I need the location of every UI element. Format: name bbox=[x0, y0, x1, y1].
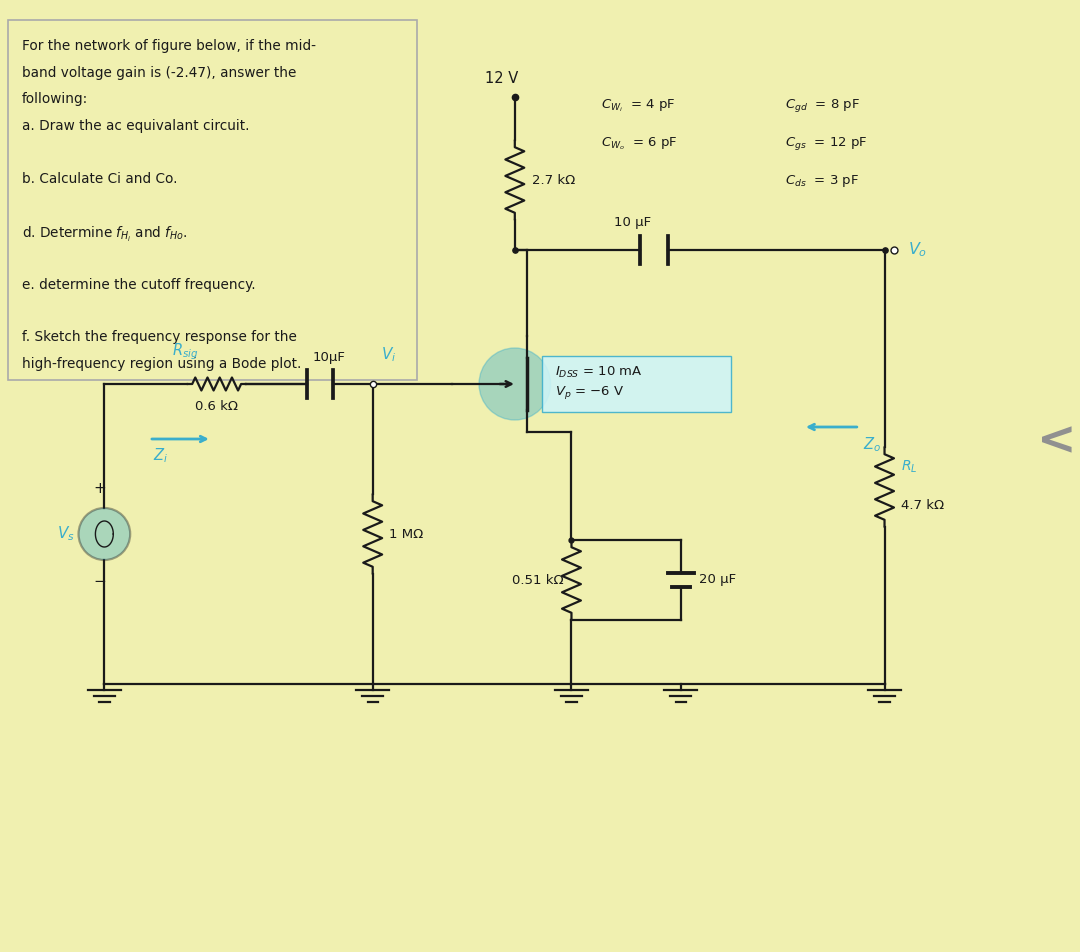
Text: $C_{W_i}$  = 4 pF: $C_{W_i}$ = 4 pF bbox=[602, 97, 676, 113]
Text: $\mathit{Z_o}$: $\mathit{Z_o}$ bbox=[863, 435, 881, 454]
Text: d. Determine $f_{H_i}$ and $f_{Ho}$.: d. Determine $f_{H_i}$ and $f_{Ho}$. bbox=[22, 225, 188, 244]
Text: following:: following: bbox=[22, 92, 89, 106]
Text: b. Calculate Ci and Co.: b. Calculate Ci and Co. bbox=[22, 171, 177, 186]
Text: 20 μF: 20 μF bbox=[699, 573, 735, 586]
Circle shape bbox=[79, 508, 131, 560]
Circle shape bbox=[480, 348, 551, 420]
Text: a. Draw the ac equivalant circuit.: a. Draw the ac equivalant circuit. bbox=[22, 118, 249, 132]
Text: 4.7 kΩ: 4.7 kΩ bbox=[902, 499, 945, 512]
Text: For the network of figure below, if the mid-: For the network of figure below, if the … bbox=[22, 39, 315, 53]
Text: $\mathit{Z_i}$: $\mathit{Z_i}$ bbox=[153, 446, 168, 465]
Text: 1 MΩ: 1 MΩ bbox=[389, 527, 423, 541]
Text: 12 V: 12 V bbox=[485, 71, 518, 86]
Text: 2.7 kΩ: 2.7 kΩ bbox=[531, 173, 575, 187]
Text: band voltage gain is (-2.47), answer the: band voltage gain is (-2.47), answer the bbox=[22, 66, 296, 80]
Text: 10 μF: 10 μF bbox=[615, 216, 651, 229]
Text: $C_{gd}$  = 8 pF: $C_{gd}$ = 8 pF bbox=[785, 97, 860, 114]
Text: $V_p$ = $-$6 V: $V_p$ = $-$6 V bbox=[554, 384, 624, 401]
Text: $C_{ds}$  = 3 pF: $C_{ds}$ = 3 pF bbox=[785, 173, 859, 189]
Text: $\mathit{V_i}$: $\mathit{V_i}$ bbox=[380, 346, 396, 364]
FancyBboxPatch shape bbox=[8, 20, 417, 380]
Text: 0.6 kΩ: 0.6 kΩ bbox=[194, 400, 238, 413]
Text: $R_{sig}$: $R_{sig}$ bbox=[172, 342, 199, 362]
FancyBboxPatch shape bbox=[542, 356, 731, 412]
Text: $\mathit{V_o}$: $\mathit{V_o}$ bbox=[908, 241, 928, 259]
Text: high-frequency region using a Bode plot.: high-frequency region using a Bode plot. bbox=[22, 357, 301, 371]
Text: $C_{W_o}$  = 6 pF: $C_{W_o}$ = 6 pF bbox=[602, 135, 678, 151]
Text: 0.51 kΩ: 0.51 kΩ bbox=[512, 573, 564, 586]
Text: $R_L$: $R_L$ bbox=[902, 459, 918, 475]
Text: e. determine the cutoff frequency.: e. determine the cutoff frequency. bbox=[22, 277, 256, 291]
Text: $\mathit{V_s}$: $\mathit{V_s}$ bbox=[57, 525, 75, 544]
Text: $C_{gs}$  = 12 pF: $C_{gs}$ = 12 pF bbox=[785, 135, 867, 152]
Text: +: + bbox=[93, 481, 106, 496]
Text: f. Sketch the frequency response for the: f. Sketch the frequency response for the bbox=[22, 330, 297, 345]
Text: <: < bbox=[1037, 420, 1077, 465]
Text: 10μF: 10μF bbox=[312, 351, 345, 364]
Text: $-$: $-$ bbox=[93, 572, 106, 587]
Text: $I_{DSS}$ = 10 mA: $I_{DSS}$ = 10 mA bbox=[554, 365, 643, 380]
